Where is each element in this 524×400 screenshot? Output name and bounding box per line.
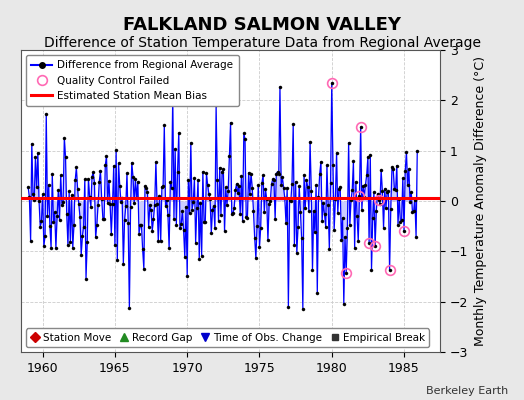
Text: Difference of Station Temperature Data from Regional Average: Difference of Station Temperature Data f… xyxy=(43,36,481,50)
Text: Berkeley Earth: Berkeley Earth xyxy=(426,386,508,396)
Text: FALKLAND SALMON VALLEY: FALKLAND SALMON VALLEY xyxy=(123,16,401,34)
Legend: Station Move, Record Gap, Time of Obs. Change, Empirical Break: Station Move, Record Gap, Time of Obs. C… xyxy=(26,328,429,347)
Y-axis label: Monthly Temperature Anomaly Difference (°C): Monthly Temperature Anomaly Difference (… xyxy=(474,56,487,346)
